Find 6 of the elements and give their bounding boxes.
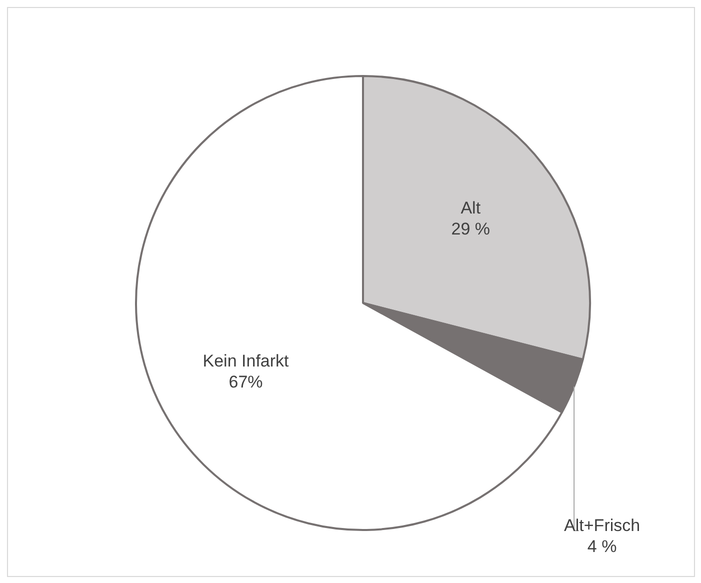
- data-label: 4 %: [587, 536, 617, 556]
- slice-label: Kein Infarkt: [202, 352, 290, 371]
- slice-label: Alt: [460, 198, 481, 218]
- slice-label: Alt+Frisch: [564, 516, 640, 535]
- data-label: 29 %: [451, 220, 490, 239]
- data-label: 67%: [228, 372, 263, 392]
